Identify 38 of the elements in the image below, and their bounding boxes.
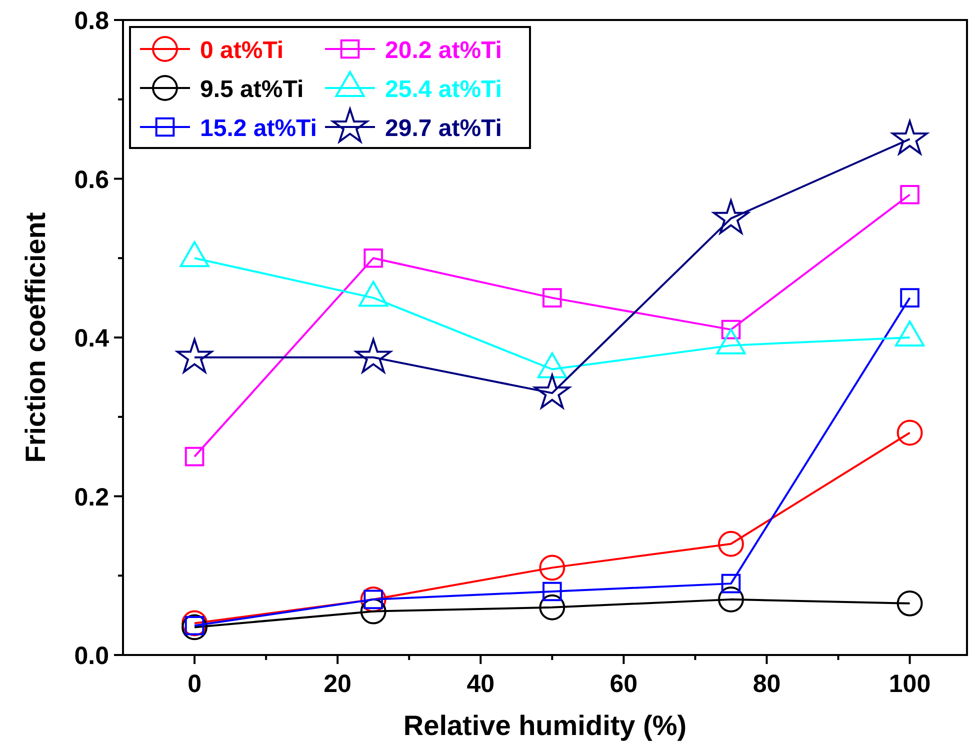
legend-label: 15.2 at%Ti <box>200 115 317 142</box>
x-tick-label: 100 <box>888 670 931 698</box>
y-tick-label: 0.6 <box>74 166 109 194</box>
legend-label: 29.7 at%Ti <box>385 115 502 142</box>
legend-label: 25.4 at%Ti <box>385 76 502 103</box>
point <box>182 614 208 640</box>
point <box>355 338 392 373</box>
point <box>364 248 383 268</box>
x-axis-title: Relative humidity (%) <box>403 710 687 741</box>
point <box>539 554 566 581</box>
legend-label: 20.2 at%Ti <box>385 37 502 64</box>
x-tick-label: 60 <box>610 670 638 698</box>
y-tick-label: 0.2 <box>74 483 109 512</box>
legend-label: 0 at%Ti <box>200 37 284 64</box>
point <box>718 530 744 557</box>
point <box>900 184 920 204</box>
y-axis-title: Friction coefficient <box>20 212 51 463</box>
point <box>176 338 213 373</box>
x-tick-label: 40 <box>466 670 495 698</box>
point <box>360 598 386 624</box>
point <box>182 610 208 636</box>
point <box>896 590 923 616</box>
y-tick-label: 0.0 <box>74 642 109 670</box>
point <box>184 446 204 466</box>
y-tick-label: 0.8 <box>74 7 110 35</box>
x-tick-label: 0 <box>188 670 202 698</box>
point <box>542 288 562 308</box>
legend-label: 9.5 at%Ti <box>200 76 304 103</box>
point <box>721 320 741 340</box>
point <box>718 586 744 612</box>
point <box>721 574 741 594</box>
point <box>896 420 923 446</box>
point <box>900 288 920 308</box>
y-tick-label: 0.4 <box>74 324 110 352</box>
x-tick-label: 20 <box>324 670 352 698</box>
x-tick-label: 80 <box>752 670 781 698</box>
point <box>539 594 566 620</box>
point <box>542 582 562 602</box>
